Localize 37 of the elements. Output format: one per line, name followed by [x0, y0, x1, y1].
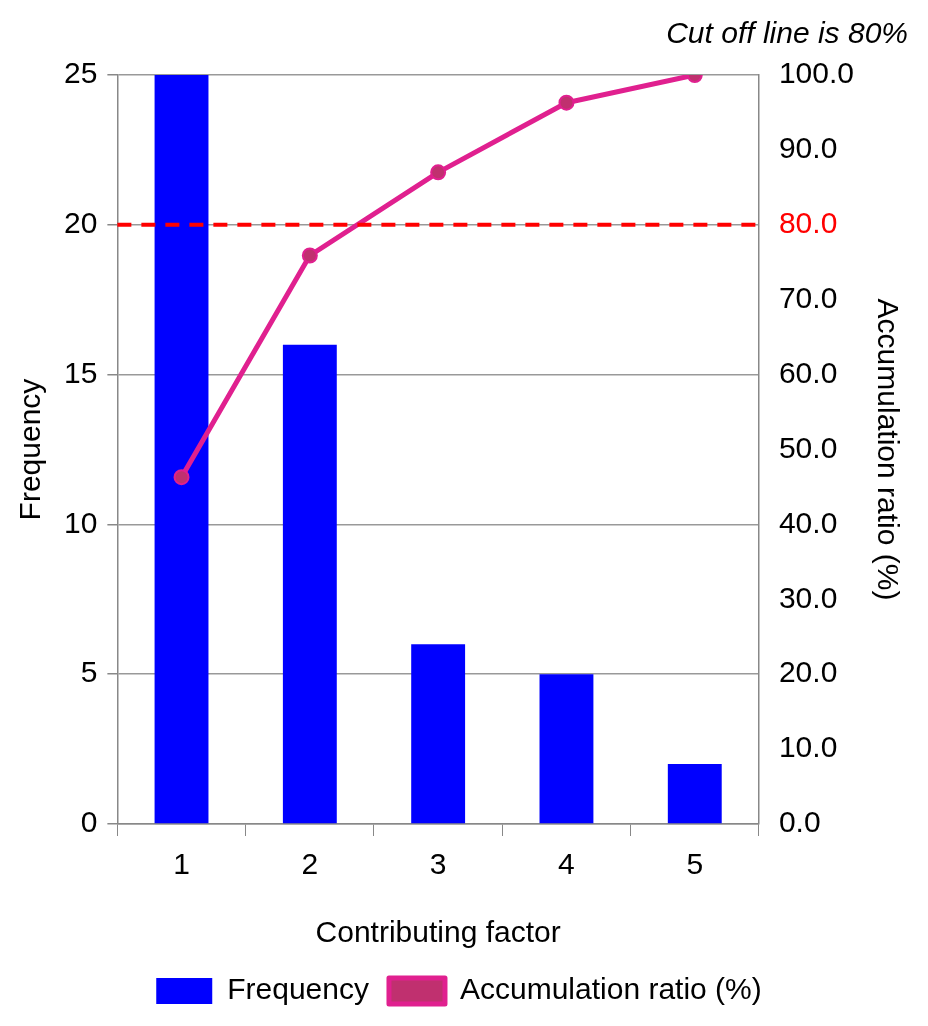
y-tick-label: 5 — [80, 655, 98, 689]
y2-tick-label: 40.0 — [778, 505, 838, 539]
point — [301, 247, 318, 264]
y2-tick-label: 60.0 — [778, 355, 838, 389]
y-tick-label: 25 — [63, 56, 98, 90]
x-axis-title: Contributing factor — [315, 915, 561, 949]
y2-tick-label: 50.0 — [778, 430, 838, 464]
y-tick-label: 0 — [80, 805, 98, 839]
legend-label: Accumulation ratio (%) — [459, 972, 762, 1006]
y2-axis-title: Accumulation ratio (%) — [871, 298, 905, 601]
bar — [154, 75, 209, 824]
y2-tick-label: 0.0 — [778, 805, 821, 839]
y-tick-label: 10 — [63, 505, 98, 539]
y2-tick-label: 20.0 — [778, 655, 838, 689]
y-tick-label: 20 — [63, 206, 98, 240]
y2-tick-label: 70.0 — [778, 280, 838, 314]
legend-label: Frequency — [227, 972, 369, 1006]
y2-tick-label: 30.0 — [778, 580, 838, 614]
bar — [667, 764, 722, 824]
bar — [539, 674, 594, 824]
y2-tick-label: 10.0 — [778, 730, 838, 764]
y-axis-title: Frequency — [13, 378, 47, 521]
bar — [411, 644, 466, 824]
x-tick-label: 4 — [558, 847, 575, 881]
point — [430, 164, 447, 181]
y-tick-label: 15 — [63, 355, 98, 389]
bar — [282, 344, 337, 824]
y2-tick-label: 100.0 — [778, 56, 854, 90]
x-tick-label: 2 — [301, 847, 319, 881]
x-tick-label: 5 — [686, 847, 704, 881]
x-tick-label: 1 — [173, 847, 190, 881]
point — [173, 469, 190, 486]
point — [558, 94, 575, 111]
y2-tick-label: 90.0 — [778, 131, 838, 165]
text: Cut off line is 80% — [666, 16, 908, 50]
x-tick-label: 3 — [429, 847, 447, 881]
y2-tick-label: 80.0 — [778, 206, 838, 240]
